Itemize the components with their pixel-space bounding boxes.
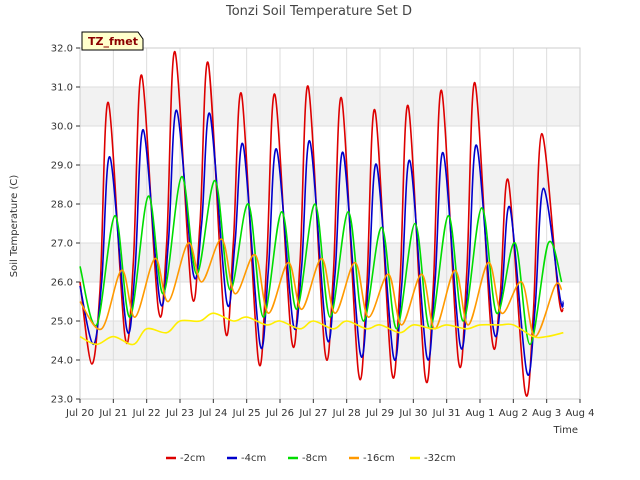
x-tick-label: Jul 29 [365,408,394,419]
series-layer [79,51,565,397]
plot-band [80,165,580,204]
legend-label: -16cm [363,453,395,464]
series-line-minus-32cm [79,312,564,346]
x-tick-label: Jul 23 [165,408,194,419]
x-tick-label: Aug 2 [499,408,528,419]
chart-title: Tonzi Soil Temperature Set D [225,4,412,19]
legend: -2cm -4cm -8cm -16cm -32cm [166,453,456,464]
x-tick-label: Aug 4 [565,408,594,419]
x-tick-label: Jul 24 [198,408,227,419]
plot-band [80,204,580,243]
x-tick-label: Jul 21 [98,408,127,419]
y-tick-label: 31.0 [51,83,73,94]
y-tick-label: 23.0 [51,395,73,406]
x-tick-label: Jul 28 [332,408,361,419]
x-tick-label: Jul 22 [132,408,161,419]
x-tick-label: Jul 25 [232,408,261,419]
y-tick-label: 25.0 [51,317,73,328]
legend-label: -32cm [424,453,456,464]
legend-label: -2cm [180,453,205,464]
x-tick-label: Jul 26 [265,408,294,419]
series-line-minus-4cm [79,109,565,376]
x-tick-label: Jul 30 [398,408,427,419]
y-tick-label: 28.0 [51,200,73,211]
x-tick-label: Jul 20 [65,408,94,419]
series-line-minus-16cm [79,238,563,338]
plot-band [80,243,580,282]
plot-frame [79,47,581,400]
badge-box [81,31,144,51]
y-axis-label: Soil Temperature (C) [9,175,20,278]
x-tick-label: Aug 1 [465,408,494,419]
x-tick-label: Jul 31 [432,408,461,419]
y-axis-ticks: 23.0 24.0 25.0 26.0 27.0 28.0 29.0 30.0 31.0 32.0 [51,44,80,406]
y-tick-label: 32.0 [51,44,73,55]
y-tick-label: 24.0 [51,356,73,367]
x-tick-label: Jul 27 [298,408,327,419]
x-axis-label: Time [553,425,578,436]
legend-label: -4cm [241,453,266,464]
x-axis-ticks: Jul 20 Jul 21 Jul 22 Jul 23 Jul 24 Jul 25 Jul … [65,399,595,419]
y-tick-label: 26.0 [51,278,73,289]
legend-label: -8cm [302,453,327,464]
series-line-minus-2cm [79,51,565,397]
station-badge: TZ_fmet [81,31,144,51]
y-tick-label: 27.0 [51,239,73,250]
plot-band [80,87,580,126]
plot-band [80,360,580,399]
y-tick-label: 30.0 [51,122,73,133]
y-tick-label: 29.0 [51,161,73,172]
plot-band [80,126,580,165]
series-line-minus-8cm [79,175,563,346]
badge-label: TZ_fmet [88,35,138,48]
x-tick-label: Aug 3 [532,408,561,419]
plot-band [80,48,580,87]
plot-background [80,48,580,399]
